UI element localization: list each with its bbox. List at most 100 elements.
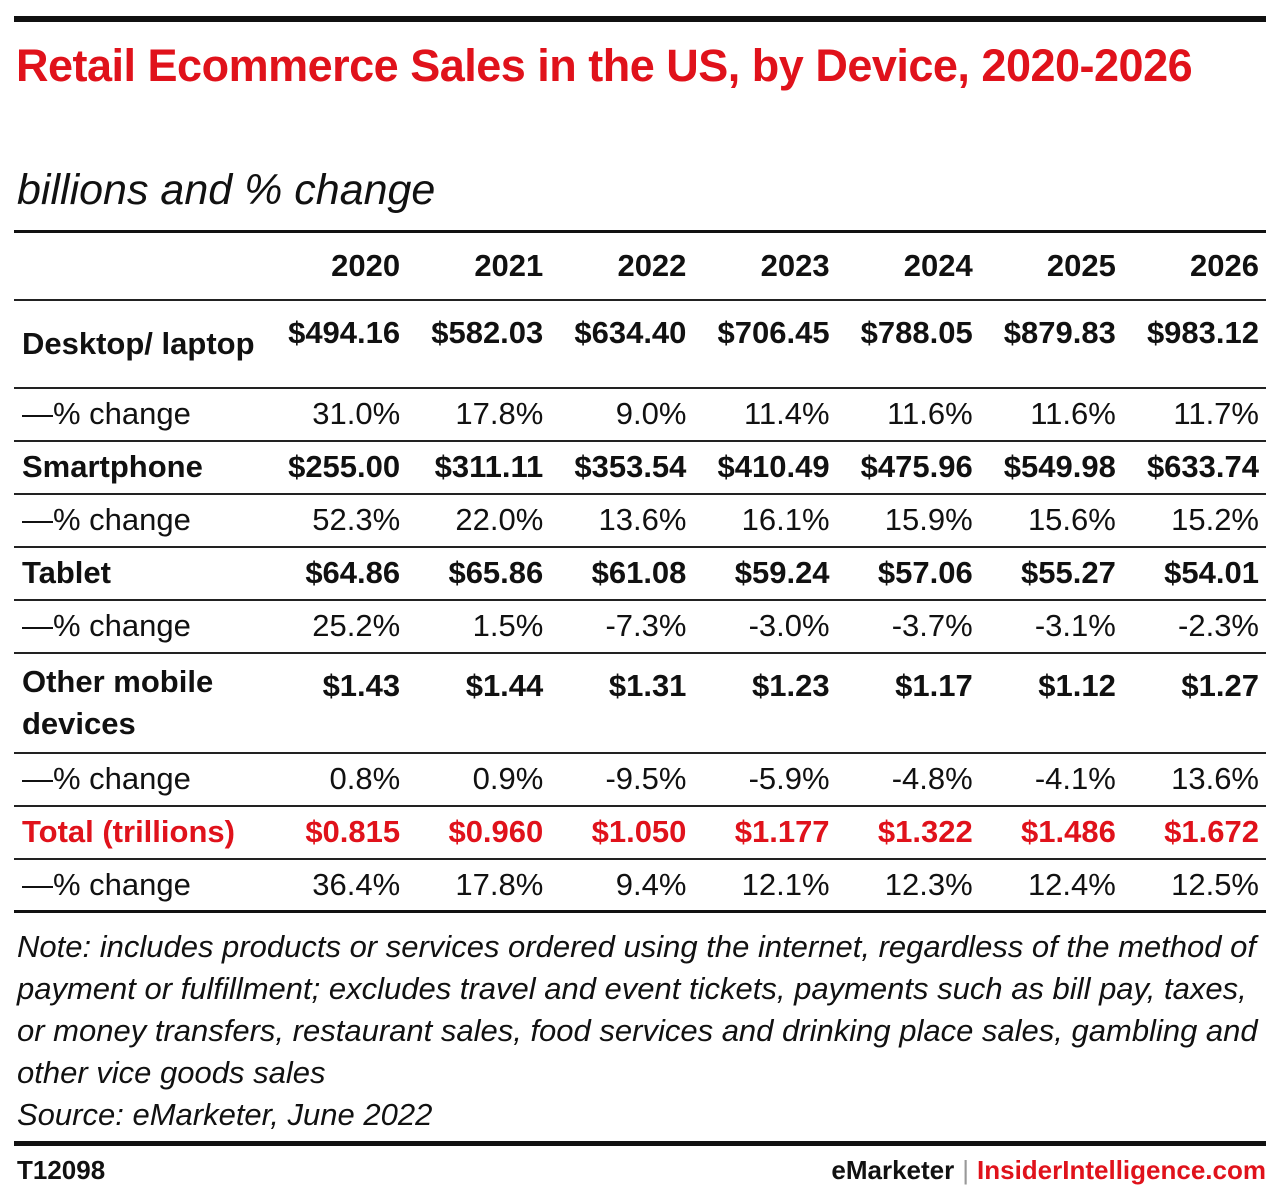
data-table: 2020 2021 2022 2023 2024 2025 2026 Desktop/ la… [14, 230, 1266, 913]
note-block: Note: includes products or services orde… [17, 926, 1267, 1136]
cell-2021: $311.11 [434, 449, 544, 484]
cell-2023: $1.23 [751, 667, 830, 703]
source-text: Source: eMarketer, June 2022 [17, 1097, 433, 1132]
row-label: Tablet [22, 555, 111, 590]
column-header-2026: 2026 [1190, 247, 1259, 283]
cell-2024: $1.17 [895, 667, 973, 703]
row-label: —% change [22, 396, 191, 431]
row-label: —% change [22, 866, 191, 902]
brand-insider-intelligence: InsiderIntelligence.com [977, 1155, 1266, 1185]
cell-2023: 11.4% [743, 396, 830, 431]
cell-2026: 13.6% [1171, 761, 1259, 796]
cell-2025: $1.12 [1038, 667, 1116, 703]
column-header-2020: 2020 [331, 247, 401, 283]
cell-2023: $410.49 [717, 449, 830, 484]
cell-2021: 17.8% [455, 866, 544, 902]
cell-2024: 11.6% [887, 396, 973, 431]
cell-2026: 12.5% [1171, 866, 1259, 902]
row-label: —% change [22, 761, 191, 796]
cell-2020: $1.43 [322, 667, 401, 703]
row-label: —% change [22, 502, 191, 537]
cell-2025: -4.1% [1034, 761, 1116, 796]
row-label: Total (trillions) [22, 814, 235, 849]
table-row: Total (trillions) $0.815 $0.960 $1.050 $1.17… [14, 805, 1266, 859]
cell-2021: $65.86 [448, 555, 544, 590]
cell-2021: 17.8% [455, 396, 544, 431]
bottom-rule [14, 1141, 1266, 1146]
table-row: Other mobile devices $1.43 $1.44 $1.31 $1.23… [14, 652, 1266, 753]
cell-2024: $475.96 [860, 449, 973, 484]
cell-2024: $57.06 [877, 555, 973, 590]
chart-title: Retail Ecommerce Sales in the US, by Dev… [16, 40, 1193, 91]
cell-2020: 36.4% [312, 866, 401, 902]
table-row: —% change 36.4% 17.8% 9.4% 12.1% 12.3% 12.4% 12… [14, 858, 1266, 912]
row-label: —% change [22, 608, 191, 643]
cell-2024: -3.7% [891, 608, 973, 643]
cell-2020: 52.3% [312, 502, 401, 537]
cell-2025: -3.1% [1034, 608, 1116, 643]
table-row: Tablet $64.86 $65.86 $61.08 $59.24 $57.06 $55.… [14, 546, 1266, 600]
cell-2025: $879.83 [1003, 314, 1116, 350]
cell-2022: $1.31 [608, 667, 687, 703]
cell-2021: 0.9% [472, 761, 544, 796]
cell-2024: -4.8% [891, 761, 973, 796]
cell-2021: $1.44 [465, 667, 544, 703]
cell-2025: $1.486 [1021, 814, 1116, 849]
row-label: Smartphone [22, 449, 203, 484]
cell-2023: $1.177 [734, 814, 830, 849]
table-row: —% change 52.3% 22.0% 13.6% 16.1% 15.9% 15.6% 1… [14, 493, 1266, 547]
cell-2022: $353.54 [574, 449, 687, 484]
cell-2021: 1.5% [472, 608, 544, 643]
table-id: T12098 [17, 1155, 106, 1185]
chart-subtitle: billions and % change [17, 166, 436, 214]
cell-2023: 12.1% [741, 866, 830, 902]
footer-brand: eMarketer | InsiderIntelligence.com [831, 1155, 1266, 1186]
top-rule [14, 16, 1266, 22]
cell-2023: $59.24 [734, 555, 830, 590]
cell-2023: $706.45 [717, 314, 830, 350]
cell-2021: $0.960 [448, 814, 544, 849]
cell-2020: $0.815 [305, 814, 401, 849]
cell-2023: 16.1% [741, 502, 830, 537]
cell-2024: 12.3% [884, 866, 973, 902]
cell-2020: $255.00 [288, 449, 401, 484]
cell-2026: $633.74 [1146, 449, 1259, 484]
cell-2026: $983.12 [1146, 314, 1259, 350]
cell-2025: $55.27 [1021, 555, 1116, 590]
cell-2023: -3.0% [748, 608, 830, 643]
cell-2026: $1.672 [1164, 814, 1259, 849]
cell-2020: 0.8% [329, 761, 401, 796]
cell-2022: 13.6% [598, 502, 687, 537]
cell-2022: $61.08 [591, 555, 687, 590]
cell-2022: 9.0% [615, 396, 687, 431]
cell-2022: $1.050 [591, 814, 687, 849]
cell-2025: 12.4% [1027, 866, 1116, 902]
cell-2020: $64.86 [305, 555, 401, 590]
cell-2026: -2.3% [1178, 608, 1259, 643]
cell-2023: -5.9% [748, 761, 830, 796]
column-header-2024: 2024 [903, 247, 973, 283]
cell-2025: 11.6% [1030, 396, 1116, 431]
cell-2024: $1.322 [877, 814, 973, 849]
cell-2020: 25.2% [312, 608, 401, 643]
cell-2025: 15.6% [1027, 502, 1116, 537]
cell-2026: $54.01 [1164, 555, 1259, 590]
header-row: 2020 2021 2022 2023 2024 2025 2026 [14, 231, 1266, 300]
cell-2026: $1.27 [1181, 667, 1259, 703]
cell-2022: $634.40 [574, 314, 687, 350]
cell-2021: 22.0% [455, 502, 544, 537]
column-header-2022: 2022 [617, 247, 687, 283]
cell-2022: -9.5% [605, 761, 687, 796]
cell-2022: 9.4% [615, 866, 687, 902]
brand-separator: | [962, 1155, 970, 1185]
note-text: Note: includes products or services orde… [17, 929, 1258, 1090]
column-header-2025: 2025 [1046, 247, 1116, 283]
table-row: —% change 0.8% 0.9% -9.5% -5.9% -4.8% -4.1% 13.… [14, 752, 1266, 806]
table-row: —% change 31.0% 17.8% 9.0% 11.4% 11.6% 11.6% 11… [14, 387, 1266, 441]
row-label: Desktop/ laptop [22, 325, 255, 361]
cell-2024: 15.9% [884, 502, 973, 537]
table-row: —% change 25.2% 1.5% -7.3% -3.0% -3.7% -3.1% -2… [14, 599, 1266, 653]
cell-2026: 11.7% [1173, 396, 1259, 431]
header-blank-cell [14, 232, 264, 300]
